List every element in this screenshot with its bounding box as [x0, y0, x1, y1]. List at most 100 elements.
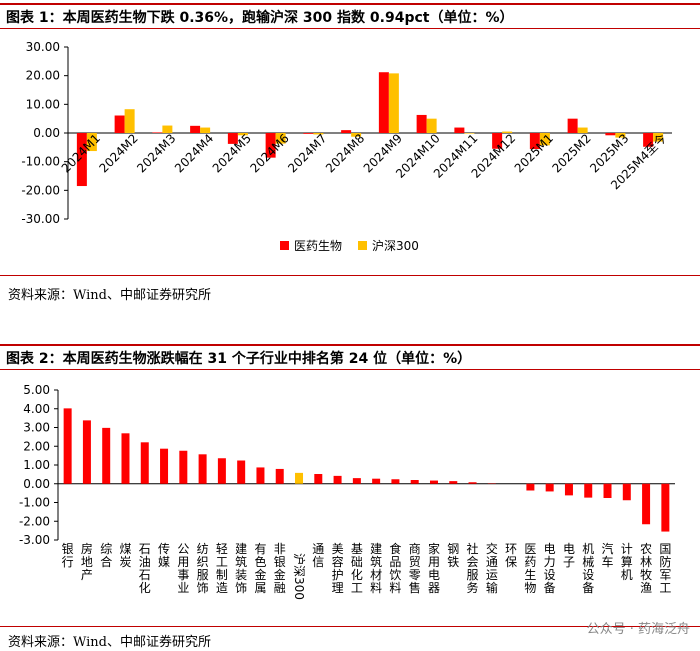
bar-csi300: [351, 133, 362, 137]
y-tick-label: 30.00: [26, 40, 60, 54]
x-tick-label: 电力设备: [544, 542, 556, 595]
y-tick-label: 20.00: [26, 69, 60, 83]
bar-industry: [82, 420, 91, 484]
bar-csi300: [162, 125, 173, 133]
bar-csi300: [275, 133, 286, 144]
x-tick-label: 2024M8: [323, 131, 367, 175]
x-tick-label: 轻工制造: [216, 542, 228, 595]
bar-csi300: [388, 73, 399, 133]
x-tick-label: 环保: [505, 542, 517, 569]
y-tick-label: 0.00: [23, 477, 50, 491]
x-tick-label: 建筑材料: [370, 542, 382, 595]
bar-pharma: [76, 133, 87, 187]
legend-label: 沪深300: [372, 239, 419, 253]
bar-industry: [275, 468, 284, 484]
bar-industry: [642, 483, 651, 525]
x-tick-label: 有色金属: [254, 542, 266, 595]
y-tick-label: 5.00: [23, 383, 50, 397]
bar-industry: [140, 442, 149, 484]
bar-pharma: [529, 133, 540, 150]
y-tick-label: 0.00: [33, 126, 60, 140]
x-tick-label: 钢铁: [447, 542, 459, 569]
bar-pharma: [567, 118, 578, 133]
y-tick-label: 3.00: [23, 421, 50, 435]
chart2-title: 图表 2：本周医药生物涨跌幅在 31 个子行业中排名第 24 位（单位：%）: [0, 344, 700, 370]
x-tick-label: 房地产: [81, 541, 93, 582]
bar-pharma: [114, 115, 125, 133]
bar-industry: [391, 479, 400, 484]
chart2: 5.00 4.00 3.00 2.00 1.00 0.00 -1.00 -2.00 -3.00 银…: [19, 383, 675, 600]
bar-pharma: [227, 133, 238, 144]
x-tick-label: 交通运输: [486, 541, 498, 595]
bar-pharma: [605, 133, 616, 136]
x-tick-label: 国防军工: [659, 542, 671, 595]
x-tick-label: 非银金融: [274, 542, 286, 595]
y-tick-label: -30.00: [21, 212, 60, 226]
bar-pharma: [416, 114, 427, 133]
x-tick-label: 家用电器: [428, 541, 440, 595]
chart1: 30.00 20.00 10.00 0.00 -10.00 -20.00 -30.00 202…: [21, 40, 672, 253]
bar-industry: [372, 478, 381, 484]
bar-industry: [314, 474, 323, 484]
bar-industry: [584, 483, 593, 498]
bar-csi300: [539, 133, 550, 146]
bar-pharma: [303, 133, 314, 134]
bar-pharma: [190, 125, 201, 133]
watermark: 公众号 · 药海泛舟: [586, 622, 690, 637]
bar-csi300: [577, 127, 588, 133]
x-tick-label: 农林牧渔: [640, 542, 652, 595]
y-tick-label: -2.00: [19, 514, 50, 528]
bar-industry: [198, 454, 207, 484]
bar-csi300: [237, 133, 248, 136]
x-tick-label: 2024M7: [285, 131, 329, 175]
bar-csi300: [464, 133, 475, 134]
source-note-2: 资料来源：Wind、中邮证券研究所: [8, 635, 211, 650]
divider-2: [0, 626, 700, 627]
bar-csi300: [200, 127, 211, 133]
bar-industry: [603, 483, 612, 498]
bar-pharma: [378, 72, 389, 133]
x-tick-label: 银行: [62, 542, 74, 569]
x-tick-label: 电子: [563, 542, 575, 569]
bar-industry: [63, 408, 72, 484]
legend-swatch: [280, 241, 289, 250]
x-tick-label: 汽车: [602, 541, 614, 569]
x-tick-label: 综合: [100, 542, 112, 569]
x-tick-label: 公用事业: [177, 542, 189, 595]
bar-pharma: [454, 127, 465, 133]
legend-swatch: [358, 241, 367, 250]
bar-industry: [564, 483, 573, 496]
bar-industry: [468, 482, 477, 484]
bar-csi300: [86, 133, 97, 152]
y-tick-label: 4.00: [23, 402, 50, 416]
bar-industry: [333, 475, 342, 484]
bar-industry: [449, 481, 458, 484]
x-tick-label: 建筑装饰: [235, 542, 247, 595]
chart1-title: 图表 1：本周医药生物下跌 0.36%，跑输沪深 300 指数 0.94pct（…: [0, 3, 700, 29]
x-tick-label: 2024M3: [134, 131, 178, 175]
x-tick-label: 美容护理: [332, 542, 344, 595]
x-tick-label: 社会服务: [467, 541, 479, 595]
divider-1: [0, 275, 700, 276]
bar-csi300: [502, 131, 513, 133]
x-tick-label: 通信: [312, 542, 324, 569]
bar-industry: [526, 483, 535, 491]
x-tick-label: 传媒: [158, 541, 170, 569]
x-tick-label: 2025M2: [550, 131, 594, 175]
bar-industry: [237, 460, 246, 484]
y-tick-label: -1.00: [19, 496, 50, 510]
x-tick-label: 基础化工: [351, 542, 363, 595]
bar-csi300: [313, 133, 324, 135]
x-tick-label: 机械设备: [582, 542, 594, 595]
y-tick-label: 1.00: [23, 458, 50, 472]
y-tick-label: 2.00: [23, 439, 50, 453]
bar-industry: [160, 448, 169, 484]
bar-pharma: [152, 132, 163, 133]
x-tick-label: 食品饮料: [389, 541, 401, 595]
bar-industry: [295, 472, 304, 484]
x-tick-label: 计算机: [621, 542, 633, 582]
bar-industry: [179, 450, 188, 484]
bar-csi300: [615, 133, 626, 138]
bar-industry: [121, 433, 130, 484]
y-tick-label: -10.00: [21, 155, 60, 169]
